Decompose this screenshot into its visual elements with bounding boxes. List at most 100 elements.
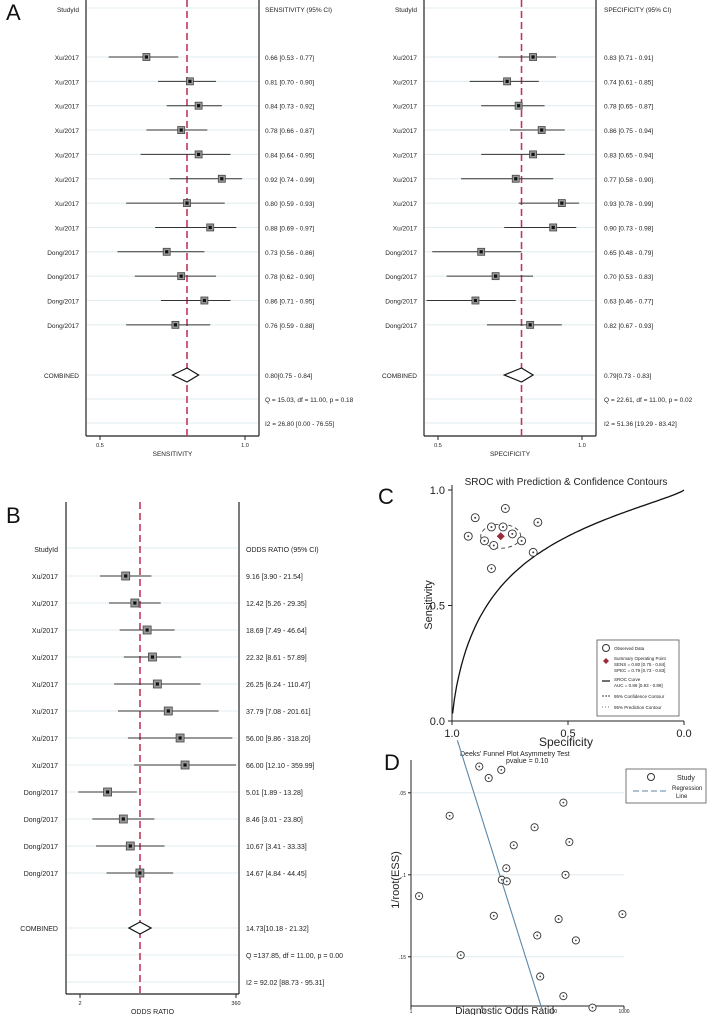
sroc-plot: SROC with Prediction & Confidence Contou… xyxy=(423,477,692,749)
y-tick-label: .05 xyxy=(399,791,406,797)
point-estimate-center xyxy=(133,601,137,605)
study-ci-value: 12.42 [5.26 - 29.35] xyxy=(246,601,307,608)
x-tick-label: 1.0 xyxy=(578,443,586,449)
chart-title: SROC with Prediction & Confidence Contou… xyxy=(465,477,668,488)
legend-study-marker xyxy=(647,773,655,781)
point-estimate-center xyxy=(145,628,149,632)
legend-auc-label: AUC = 0.86 [0.83 - 0.89] xyxy=(614,683,663,688)
study-ci-value: 0.84 [0.73 - 0.92] xyxy=(265,104,314,111)
study-point-center xyxy=(536,934,539,937)
point-estimate-center xyxy=(121,817,125,821)
study-point-center xyxy=(500,768,503,771)
combined-diamond xyxy=(171,367,200,383)
study-ci-value: 10.67 [3.41 - 33.33] xyxy=(246,844,307,851)
study-label: Xu/2017 xyxy=(32,682,58,689)
observed-point-center xyxy=(490,525,493,528)
study-ci-value: 0.83 [0.65 - 0.94] xyxy=(604,152,653,159)
study-ci-value: 18.69 [7.49 - 46.64] xyxy=(246,628,307,635)
point-estimate-center xyxy=(183,763,187,767)
chart-title: Deeks' Funnel Plot Asymmetry Test xyxy=(460,751,570,758)
study-label: Xu/2017 xyxy=(32,574,58,581)
panel-label-b: B xyxy=(6,503,21,528)
study-label: Dong/2017 xyxy=(385,299,417,306)
study-point-center xyxy=(505,867,508,870)
observed-point-center xyxy=(520,539,523,542)
summary-point xyxy=(496,532,505,541)
combined-label: COMBINED xyxy=(20,926,58,933)
study-label: Xu/2017 xyxy=(32,709,58,716)
x-axis-label: Specificity xyxy=(539,735,593,749)
heterogeneity-i2: I2 = 92.02 [88.73 - 95.31] xyxy=(246,980,324,987)
study-ci-value: 26.25 [6.24 - 110.47] xyxy=(246,682,310,689)
study-label: Dong/2017 xyxy=(24,871,58,878)
study-point-center xyxy=(591,1006,594,1009)
study-ci-value: 5.01 [1.89 - 13.28] xyxy=(246,790,303,797)
x-tick-label: 2 xyxy=(78,1001,81,1007)
column-header-ci: SENSITIVITY (95% CI) xyxy=(265,7,332,14)
study-label: Xu/2017 xyxy=(55,177,80,184)
study-point-center xyxy=(418,895,420,898)
study-label: Dong/2017 xyxy=(47,274,79,281)
point-estimate-center xyxy=(528,323,532,327)
confidence-contour xyxy=(480,523,522,549)
observed-point-center xyxy=(490,567,493,570)
observed-point-center xyxy=(483,539,486,542)
study-ci-value: 0.80 [0.59 - 0.93] xyxy=(265,201,314,208)
study-ci-value: 66.00 [12.10 - 359.99] xyxy=(246,763,315,770)
study-point-center xyxy=(448,814,451,817)
x-tick-label: 1.0 xyxy=(241,443,249,449)
study-ci-value: 0.78 [0.62 - 0.90] xyxy=(265,274,314,281)
study-ci-value: 37.79 [7.08 - 201.61] xyxy=(246,709,311,716)
study-ci-value: 0.63 [0.46 - 0.77] xyxy=(604,299,653,306)
study-label: Xu/2017 xyxy=(393,201,418,208)
x-tick-label: 0.0 xyxy=(676,728,691,740)
study-ci-value: 0.93 [0.78 - 0.99] xyxy=(604,201,653,208)
forest-plot-odds-ratio: StudyId ODDS RATIO (95% CI) Xu/2017 9.16 [3… xyxy=(20,502,343,1015)
combined-ci-value: 0.80[0.75 - 0.84] xyxy=(265,373,313,380)
heterogeneity-q: Q = 22.61, df = 11.00, p = 0.02 xyxy=(604,397,693,404)
y-tick-label: 1.0 xyxy=(430,485,445,497)
point-estimate-center xyxy=(560,201,564,205)
point-estimate-center xyxy=(179,274,183,278)
study-point-center xyxy=(478,765,481,768)
study-point-center xyxy=(562,995,565,998)
study-ci-value: 0.84 [0.64 - 0.95] xyxy=(265,152,314,159)
study-label: Xu/2017 xyxy=(32,763,58,770)
study-ci-value: 0.78 [0.65 - 0.87] xyxy=(604,104,653,111)
x-axis-label: SPECIFICITY xyxy=(490,451,531,458)
study-ci-value: 0.78 [0.66 - 0.87] xyxy=(265,128,314,135)
study-label: Xu/2017 xyxy=(393,55,418,62)
study-label: Xu/2017 xyxy=(393,152,418,159)
point-estimate-center xyxy=(494,274,498,278)
observed-point-center xyxy=(492,544,495,547)
study-ci-value: 0.73 [0.56 - 0.86] xyxy=(265,250,314,257)
legend-observed-label: Observed Data xyxy=(614,646,645,651)
point-estimate-center xyxy=(517,104,521,108)
point-estimate-center xyxy=(473,298,478,303)
observed-point-center xyxy=(467,535,470,538)
legend-spec-label: SPEC = 0.79 [0.73 - 0.83] xyxy=(614,668,665,673)
panel-label-d: D xyxy=(384,750,400,775)
column-header-study: StudyId xyxy=(57,7,79,14)
study-label: Dong/2017 xyxy=(385,323,417,330)
study-point-center xyxy=(557,918,560,920)
study-label: Dong/2017 xyxy=(24,817,58,824)
x-tick-label: 360 xyxy=(231,1001,240,1007)
point-estimate-center xyxy=(165,250,169,254)
combined-ci-value: 14.73[10.18 - 21.32] xyxy=(246,926,309,933)
point-estimate-center xyxy=(150,655,155,659)
panel-label-a: A xyxy=(6,0,21,25)
study-ci-value: 0.76 [0.59 - 0.88] xyxy=(265,323,314,330)
chart-subtitle: pvalue = 0.10 xyxy=(506,758,548,765)
combined-diamond xyxy=(502,367,535,383)
y-tick-label: .15 xyxy=(399,955,406,961)
study-point-center xyxy=(500,878,503,881)
y-tick-label: 0.5 xyxy=(430,601,445,613)
study-point-center xyxy=(533,826,536,829)
study-label: Dong/2017 xyxy=(385,250,417,257)
study-label: Xu/2017 xyxy=(32,655,58,662)
study-point-center xyxy=(574,939,577,942)
heterogeneity-q: Q =137.85, df = 11.00, p = 0.00 xyxy=(246,953,343,960)
observed-point-center xyxy=(474,516,477,519)
study-label: Xu/2017 xyxy=(55,104,80,111)
